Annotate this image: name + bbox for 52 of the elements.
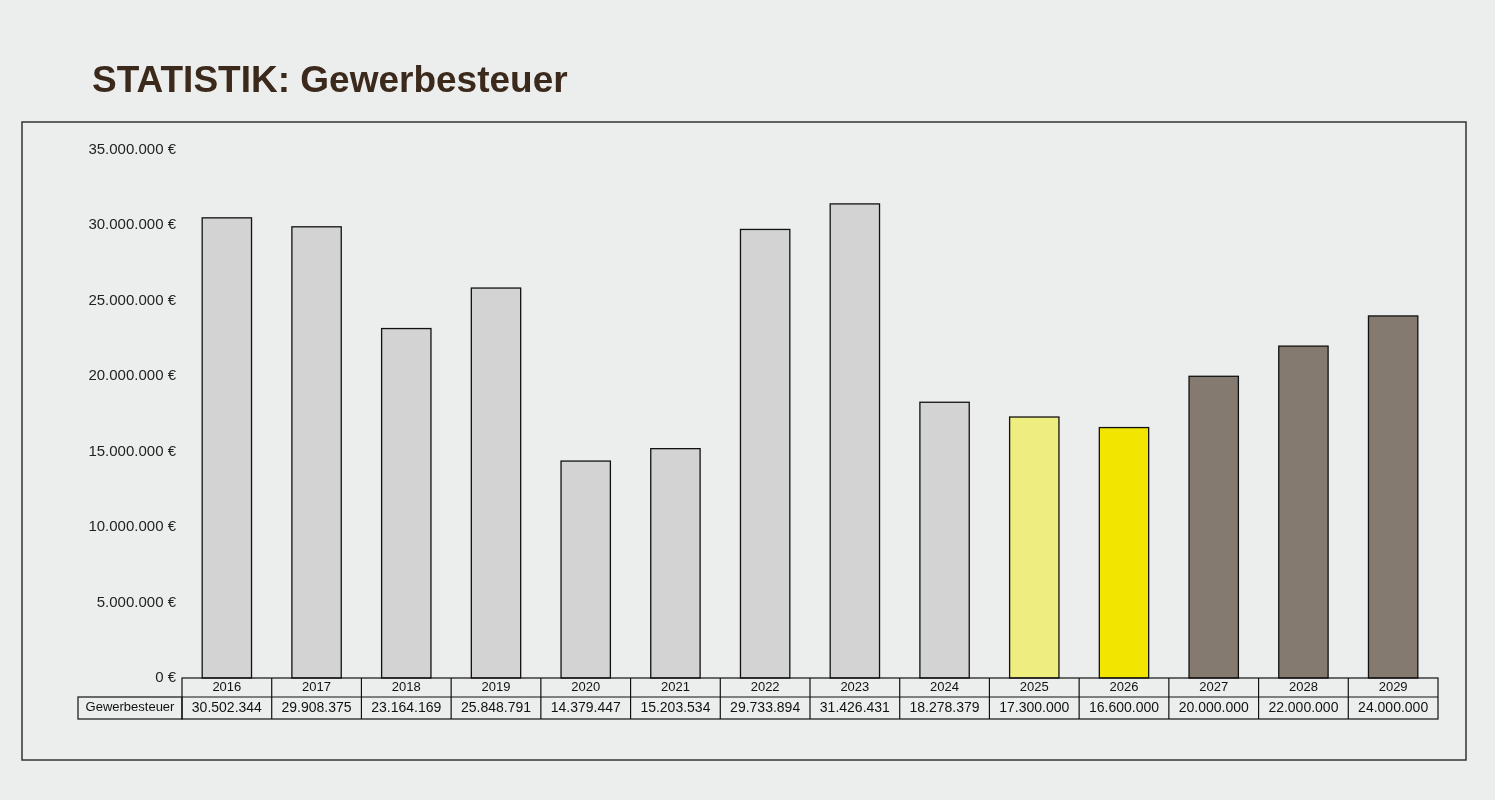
- x-tick-label: 2020: [571, 678, 601, 694]
- data-label: 20.000.000: [1178, 698, 1249, 715]
- y-tick-label: 10.000.000 €: [88, 517, 177, 535]
- data-label: 31.426.431: [819, 698, 891, 715]
- bar: [829, 203, 881, 679]
- data-label: 25.848.791: [460, 698, 532, 715]
- bar: [380, 327, 432, 679]
- bar: [470, 287, 522, 679]
- x-tick-label: 2018: [391, 678, 421, 694]
- data-label: 29.733.894: [730, 698, 801, 715]
- data-label: 16.600.000: [1088, 698, 1160, 715]
- data-label: 30.502.344: [191, 698, 263, 715]
- x-tick-label: 2028: [1288, 678, 1318, 694]
- bar: [919, 401, 970, 679]
- x-tick-label: 2027: [1199, 678, 1229, 694]
- data-label: 29.908.375: [281, 698, 352, 715]
- bar: [1008, 416, 1060, 679]
- x-tick-label: 2026: [1109, 678, 1139, 694]
- data-label: 15.203.534: [640, 698, 711, 715]
- chart-title: STATISTIK: Gewerbesteuer: [92, 59, 568, 100]
- x-tick-label: 2022: [750, 678, 780, 694]
- x-tick-label: 2019: [481, 678, 511, 694]
- y-tick-label: 20.000.000 €: [88, 366, 177, 384]
- y-tick-label: 35.000.000 €: [88, 139, 177, 157]
- bar: [1098, 426, 1150, 679]
- x-tick-label: 2025: [1019, 678, 1049, 694]
- y-tick-label: 25.000.000 €: [88, 290, 177, 308]
- x-tick-label: 2016: [212, 678, 242, 694]
- data-label: 18.278.379: [909, 698, 980, 715]
- y-tick-label: 30.000.000 €: [88, 215, 177, 233]
- data-label: 24.000.000: [1358, 698, 1429, 715]
- x-tick-label: 2029: [1378, 678, 1408, 694]
- bar: [739, 228, 791, 679]
- data-label: 22.000.000: [1268, 698, 1339, 715]
- bar: [650, 447, 701, 679]
- data-label: 14.379.447: [550, 698, 621, 715]
- x-tick-label: 2017: [302, 678, 332, 694]
- x-tick-label: 2024: [930, 678, 960, 694]
- data-label: 17.300.000: [999, 698, 1070, 715]
- bar: [560, 460, 612, 679]
- data-label: 23.164.169: [371, 698, 442, 715]
- bar: [291, 226, 342, 679]
- bar: [1367, 315, 1419, 679]
- y-tick-label: 5.000.000 €: [96, 592, 177, 610]
- y-tick-label: 0 €: [155, 667, 177, 685]
- x-tick-label: 2023: [840, 678, 870, 694]
- x-tick-label: 2021: [660, 678, 690, 694]
- text: Gewerbesteuer: [85, 699, 176, 715]
- y-tick-label: 15.000.000 €: [88, 441, 177, 459]
- bar: [201, 217, 253, 679]
- bar: [1188, 375, 1240, 679]
- bar: [1278, 345, 1329, 679]
